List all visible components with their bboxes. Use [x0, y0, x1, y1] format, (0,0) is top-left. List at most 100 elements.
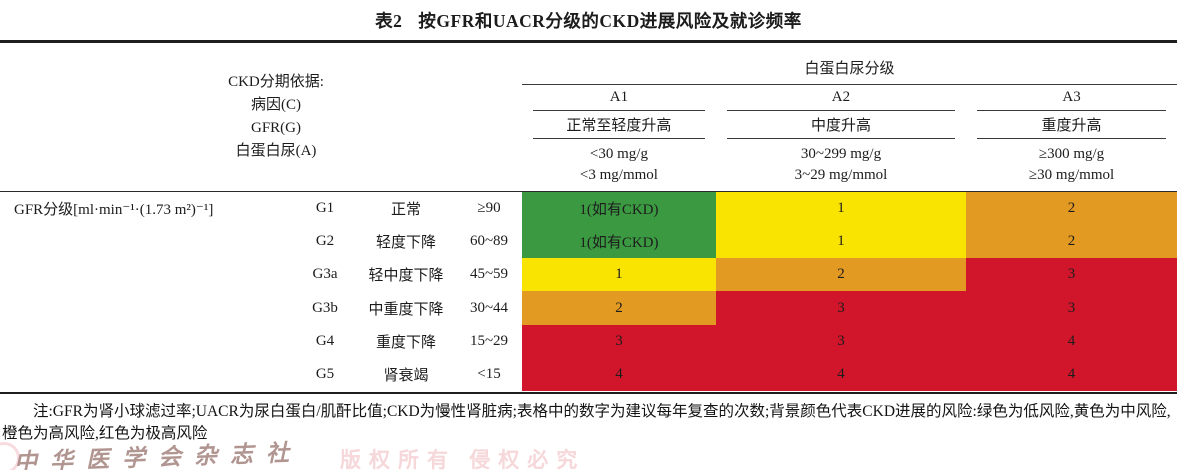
gfr-stage-code: G4 — [315, 332, 335, 349]
risk-cell-G5-A1: 4 — [522, 358, 716, 392]
risk-cell-G1-A3: 2 — [966, 191, 1177, 225]
risk-cell-G3b-A1: 2 — [522, 291, 716, 325]
staging-basis-line: GFR(G) — [250, 119, 301, 136]
gfr-stage-desc: 轻度下降 — [375, 234, 436, 251]
range-mg-mmol: <3 mg/mmol — [579, 166, 658, 183]
risk-cell-G3a-A1: 1 — [522, 258, 716, 292]
gfr-stage-code: G1 — [315, 199, 335, 216]
albuminuria-code-text: A2 — [831, 89, 851, 105]
risk-cell-G5-A3: 4 — [966, 358, 1177, 392]
risk-cell-G5-A2: 4 — [715, 358, 967, 392]
risk-cell-G4-A1: 3 — [522, 324, 716, 359]
albuminuria-code-A1: A1 — [522, 85, 716, 111]
risk-cell-G3a-A2: 2 — [715, 258, 967, 292]
risk-cell-G3b-A3: 3 — [966, 291, 1177, 325]
column-underline — [977, 137, 1166, 139]
risk-cell-G1-A2: 1 — [715, 191, 967, 225]
albuminuria-desc-text: 中度升高 — [810, 118, 871, 134]
gfr-stage-range: <15 — [477, 366, 501, 383]
range-mg-g: <30 mg/g — [589, 145, 648, 162]
albuminuria-range-row: <30 mg/g <3 mg/mmol 30~299 mg/g 3~29 mg/mmo… — [522, 139, 1177, 191]
risk-cell-G3a-A3: 3 — [966, 258, 1177, 292]
gfr-row-G3a: G3a 轻中度下降 45~59 1 2 3 — [0, 258, 1177, 292]
albuminuria-desc-A2: 中度升高 — [716, 111, 966, 139]
gfr-stage-desc: 正常 — [390, 201, 421, 218]
table-title-text: 按GFR和UACR分级的CKD进展风险及就诊频率 — [418, 10, 802, 31]
risk-cell-G2-A1: 1(如有CKD) — [522, 224, 716, 259]
column-underline — [533, 109, 705, 111]
staging-basis-line: CKD分期依据: — [228, 73, 324, 90]
albuminuria-group-title-text: 白蛋白尿分级 — [804, 60, 895, 77]
albuminuria-range-A3: ≥300 mg/g ≥30 mg/mmol — [966, 139, 1177, 191]
seal-watermark-fragment — [0, 442, 20, 470]
albuminuria-group-title: 白蛋白尿分级 — [522, 43, 1177, 85]
albuminuria-desc-text: 正常至轻度升高 — [566, 118, 672, 134]
gfr-stage-desc: 中重度下降 — [368, 301, 444, 318]
risk-cell-G2-A2: 1 — [715, 224, 967, 259]
gfr-row-labels: G4 重度下降 15~29 — [0, 325, 522, 358]
staging-basis-header: CKD分期依据: 病因(C) GFR(G) 白蛋白尿(A) — [0, 43, 522, 191]
copyright-watermark: 版权所有 侵权必究 — [340, 448, 586, 470]
range-mg-g: ≥300 mg/g — [1038, 145, 1105, 162]
albuminuria-desc-A3: 重度升高 — [966, 111, 1177, 139]
range-mg-mmol: ≥30 mg/mmol — [1028, 166, 1115, 183]
gfr-stage-code: G3a — [312, 266, 338, 283]
gfr-row-labels: G2 轻度下降 60~89 — [0, 225, 522, 258]
gfr-stage-range: 15~29 — [469, 332, 509, 349]
risk-cell-G3b-A2: 3 — [715, 291, 967, 325]
albuminuria-code-text: A1 — [609, 89, 629, 105]
albuminuria-code-text: A3 — [1062, 89, 1081, 105]
gfr-stage-range: 45~59 — [469, 266, 509, 283]
table-title: 表2 按GFR和UACR分级的CKD进展风险及就诊频率 — [0, 0, 1177, 40]
footnote: 注:GFR为肾小球滤过率;UACR为尿白蛋白/肌酐比值;CKD为慢性肾脏病;表格… — [2, 403, 1171, 443]
albuminuria-desc-text: 重度升高 — [1041, 118, 1102, 134]
gfr-stage-code: G2 — [315, 232, 335, 249]
albuminuria-range-A2: 30~299 mg/g 3~29 mg/mmol — [716, 139, 966, 191]
gfr-stage-code: G3b — [312, 299, 338, 316]
gfr-stage-range: 60~89 — [469, 232, 509, 249]
albuminuria-code-A3: A3 — [966, 85, 1177, 111]
risk-cell-G1-A1: 1(如有CKD) — [522, 191, 716, 225]
risk-cell-G4-A3: 4 — [966, 324, 1177, 359]
gfr-row-labels: G3a 轻中度下降 45~59 — [0, 258, 522, 291]
staging-basis-line: 白蛋白尿(A) — [235, 142, 317, 159]
albuminuria-range-A1: <30 mg/g <3 mg/mmol — [522, 139, 716, 191]
gfr-row-G5: G5 肾衰竭 <15 4 4 4 — [0, 358, 1177, 392]
staging-basis-line: 病因(C) — [251, 96, 301, 113]
gfr-stage-desc: 肾衰竭 — [383, 368, 429, 385]
gfr-row-G3b: G3b 中重度下降 30~44 2 3 3 — [0, 291, 1177, 325]
column-underline — [726, 109, 956, 111]
risk-cell-G2-A3: 2 — [966, 224, 1177, 259]
column-underline — [533, 137, 705, 139]
gfr-row-labels: G3b 中重度下降 30~44 — [0, 291, 522, 324]
gfr-stage-range: ≥90 — [477, 199, 501, 216]
risk-cells: 1(如有CKD) 1 2 — [522, 224, 1177, 259]
gfr-stage-range: 30~44 — [469, 299, 509, 316]
gfr-stage-desc: 重度下降 — [375, 334, 436, 351]
risk-cell-G4-A2: 3 — [715, 324, 967, 359]
gfr-axis-label: GFR分级[ml·min⁻¹·(1.73 m²)⁻¹] — [14, 201, 214, 218]
table-number: 表2 — [375, 10, 403, 31]
albuminuria-header: 白蛋白尿分级 A1 A2 A3 正常至轻度升高 中度升高 重度升高 <30 mg/g <3… — [522, 43, 1177, 191]
albuminuria-code-A2: A2 — [716, 85, 966, 111]
albuminuria-desc-A1: 正常至轻度升高 — [522, 111, 716, 139]
range-mg-mmol: 3~29 mg/mmol — [794, 166, 888, 183]
column-underline — [726, 137, 956, 139]
gfr-row-G4: G4 重度下降 15~29 3 3 4 — [0, 324, 1177, 359]
gfr-row-labels: G5 肾衰竭 <15 — [0, 358, 522, 391]
table-body: GFR分级[ml·min⁻¹·(1.73 m²)⁻¹] G1 正常 ≥90 1(如有CK… — [0, 191, 1177, 392]
risk-cells: 1(如有CKD) 1 2 — [522, 191, 1177, 225]
gfr-row-G1: GFR分级[ml·min⁻¹·(1.73 m²)⁻¹] G1 正常 ≥90 1(如有CK… — [0, 191, 1177, 225]
table-header: CKD分期依据: 病因(C) GFR(G) 白蛋白尿(A) 白蛋白尿分级 A1 A… — [0, 43, 1177, 192]
gfr-stage-code: G5 — [315, 366, 335, 383]
albuminuria-desc-row: 正常至轻度升高 中度升高 重度升高 — [522, 111, 1177, 139]
gfr-row-G2: G2 轻度下降 60~89 1(如有CKD) 1 2 — [0, 224, 1177, 259]
gfr-row-labels: GFR分级[ml·min⁻¹·(1.73 m²)⁻¹] G1 正常 ≥90 — [0, 192, 522, 225]
range-mg-g: 30~299 mg/g — [800, 145, 882, 162]
albuminuria-code-row: A1 A2 A3 — [522, 85, 1177, 111]
